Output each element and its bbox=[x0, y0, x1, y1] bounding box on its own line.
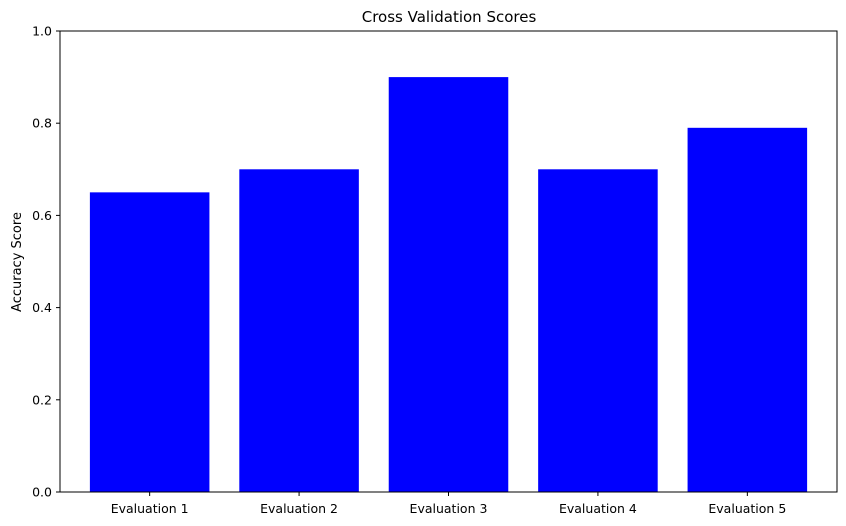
x-tick-label: Evaluation 5 bbox=[708, 501, 786, 516]
bar-1 bbox=[89, 192, 210, 492]
y-tick-label: 0.4 bbox=[32, 300, 52, 315]
bars-layer bbox=[89, 77, 808, 493]
y-tick-label: 0.8 bbox=[32, 116, 52, 131]
x-tick-label: Evaluation 3 bbox=[410, 501, 488, 516]
plot-frame bbox=[59, 30, 838, 493]
y-tick-label: 0.6 bbox=[32, 208, 52, 223]
y-tick-label: 1.0 bbox=[32, 24, 52, 39]
bar-5 bbox=[687, 127, 808, 492]
bar-4 bbox=[538, 169, 658, 493]
bar-2 bbox=[239, 169, 359, 493]
bar-3 bbox=[388, 77, 509, 492]
y-axis: 0.0 0.2 0.4 0.6 0.8 1.0 bbox=[32, 24, 60, 500]
y-axis-label: Accuracy Score bbox=[10, 212, 25, 312]
x-axis: Evaluation 1 Evaluation 2 Evaluation 3 Eval… bbox=[111, 492, 786, 516]
y-tick-label: 0.0 bbox=[32, 485, 52, 500]
chart-title: Cross Validation Scores bbox=[362, 8, 537, 26]
x-tick-label: Evaluation 1 bbox=[111, 501, 189, 516]
x-tick-label: Evaluation 2 bbox=[260, 501, 338, 516]
y-tick-label: 0.2 bbox=[32, 392, 52, 407]
x-tick-label: Evaluation 4 bbox=[559, 501, 637, 516]
